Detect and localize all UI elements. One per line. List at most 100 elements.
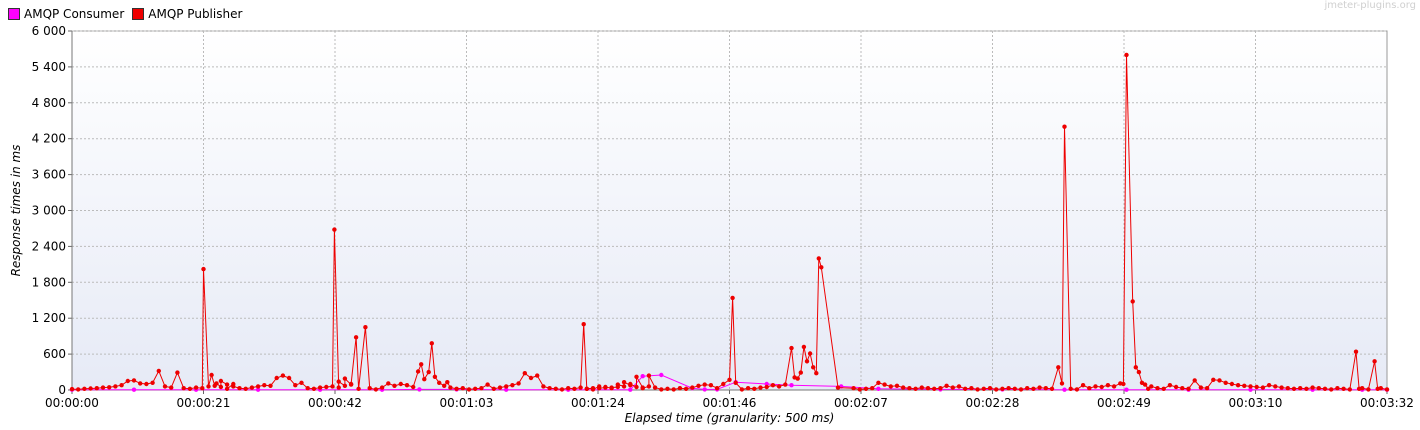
y-tick-label: 6 000 <box>32 24 66 38</box>
data-point <box>268 383 273 388</box>
data-point <box>332 227 337 232</box>
data-point <box>1167 383 1173 388</box>
data-point <box>131 378 137 383</box>
data-point <box>1111 384 1117 389</box>
data-point <box>609 385 614 390</box>
y-tick-label: 600 <box>43 347 66 361</box>
grid <box>72 30 1387 390</box>
data-point <box>640 386 645 391</box>
data-point <box>770 383 776 388</box>
data-point <box>150 380 155 385</box>
data-point <box>739 387 745 392</box>
data-point <box>1235 383 1241 388</box>
data-point <box>417 387 422 392</box>
data-point <box>119 383 124 388</box>
data-point <box>646 373 652 378</box>
data-point <box>156 368 161 374</box>
data-point <box>628 381 633 387</box>
data-point <box>330 384 335 389</box>
data-point <box>429 341 434 346</box>
data-point <box>714 386 720 391</box>
data-point <box>745 386 751 391</box>
data-point <box>255 384 261 389</box>
data-point <box>1229 381 1235 387</box>
data-point <box>237 386 242 391</box>
legend-item-publisher[interactable]: AMQP Publisher <box>132 7 242 21</box>
data-point <box>432 374 438 379</box>
data-point <box>88 386 93 391</box>
data-point <box>857 387 862 392</box>
data-point <box>975 387 980 392</box>
data-point <box>702 382 707 387</box>
data-point <box>789 345 794 351</box>
y-tick-label: 2 400 <box>32 239 66 253</box>
data-point <box>628 387 633 392</box>
data-point <box>671 387 676 392</box>
data-point <box>1353 349 1359 354</box>
data-point <box>131 387 137 392</box>
data-point <box>572 386 577 391</box>
data-point <box>293 383 298 388</box>
data-point <box>1133 365 1139 370</box>
data-point <box>206 384 211 389</box>
data-point <box>1329 387 1334 392</box>
data-point <box>169 385 174 390</box>
data-point <box>1025 386 1030 391</box>
y-axis-title: Response times in ms <box>9 145 23 277</box>
data-point <box>659 387 664 392</box>
legend-item-consumer[interactable]: AMQP Consumer <box>8 7 124 21</box>
data-point <box>311 386 317 391</box>
x-axis-title: Elapsed time (granularity: 500 ms) <box>625 411 835 425</box>
data-point <box>1037 385 1042 390</box>
data-point <box>863 386 869 391</box>
x-tick-label: 00:02:28 <box>966 396 1020 410</box>
data-point <box>1068 386 1073 391</box>
data-point <box>876 386 881 391</box>
data-point <box>1146 386 1151 391</box>
data-point <box>956 384 962 389</box>
data-point <box>882 382 887 387</box>
data-point <box>1211 377 1216 382</box>
data-point <box>162 384 168 389</box>
data-point <box>919 385 924 390</box>
series-layer <box>69 52 1390 392</box>
data-point <box>758 385 763 390</box>
data-point <box>356 386 361 391</box>
data-point <box>516 381 521 386</box>
data-point <box>696 383 701 388</box>
data-point <box>448 385 453 390</box>
data-point <box>1074 387 1080 392</box>
data-point <box>1322 386 1328 391</box>
data-point <box>193 385 199 390</box>
data-point <box>138 381 143 386</box>
data-point <box>504 384 509 389</box>
x-tick-label: 00:00:00 <box>45 396 99 410</box>
data-point <box>1012 386 1017 391</box>
data-point <box>634 374 639 379</box>
data-point <box>615 382 620 387</box>
data-point <box>1049 386 1055 391</box>
data-point <box>814 371 819 376</box>
data-point <box>1285 386 1291 391</box>
data-point <box>1204 386 1210 391</box>
data-point <box>100 385 106 390</box>
x-tick-label: 00:03:32 <box>1360 396 1414 410</box>
data-point <box>422 377 427 382</box>
data-point <box>721 381 726 387</box>
data-point <box>811 365 816 370</box>
data-point <box>363 325 368 330</box>
data-point <box>702 387 707 392</box>
data-point <box>299 380 304 385</box>
y-tick-label: 4 800 <box>32 96 66 110</box>
legend-swatch-publisher <box>132 8 145 20</box>
data-point <box>280 373 286 378</box>
data-point <box>798 370 803 375</box>
x-tick-label: 00:00:42 <box>308 396 362 410</box>
data-point <box>1031 386 1036 391</box>
data-point <box>1273 384 1278 389</box>
y-tick-label: 5 400 <box>32 60 66 74</box>
data-point <box>876 380 881 385</box>
data-point <box>795 376 800 381</box>
data-point <box>473 386 478 391</box>
data-point <box>1223 380 1228 385</box>
